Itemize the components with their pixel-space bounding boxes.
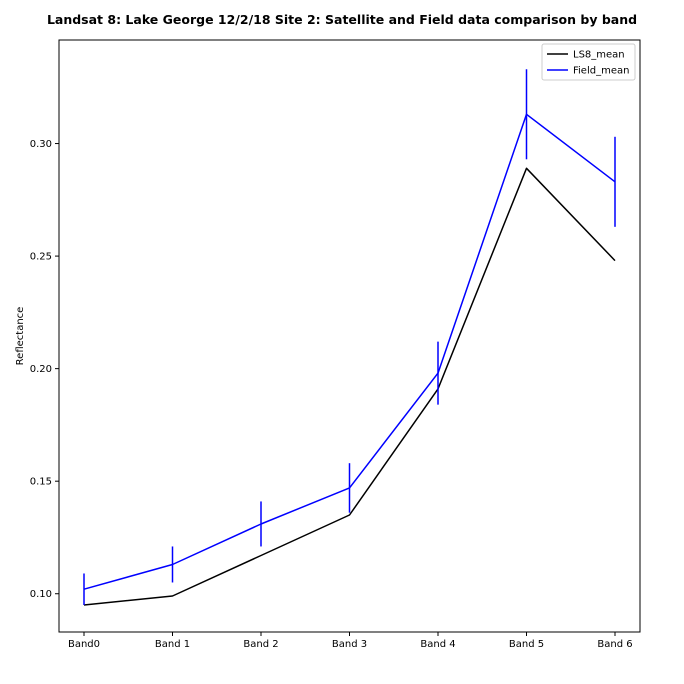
plot-area — [83, 69, 616, 606]
y-axis-label: Reflectance — [15, 307, 26, 366]
x-tick-label: Band 6 — [597, 639, 632, 650]
x-tick-label: Band 1 — [155, 639, 190, 650]
series-line-ls8-mean — [83, 167, 616, 606]
legend-label: LS8_mean — [573, 50, 625, 61]
y-tick-label: 0.15 — [30, 477, 52, 488]
x-tick-label: Band 3 — [332, 639, 367, 650]
legend-label: Field_mean — [573, 66, 629, 77]
x-tick-label: Band0 — [68, 639, 100, 650]
chart-title: Landsat 8: Lake George 12/2/18 Site 2: S… — [47, 12, 637, 27]
x-axis: Band0 Band 1 Band 2 Band 3 Band 4 Band 5 Band … — [68, 632, 633, 650]
y-tick-label: 0.25 — [30, 252, 52, 263]
plot-frame — [58, 39, 641, 633]
y-tick-label: 0.10 — [30, 589, 52, 600]
y-axis: 0.10 0.15 0.20 0.25 0.30 — [30, 139, 59, 600]
y-tick-label: 0.20 — [30, 364, 52, 375]
series-line-field-mean — [83, 113, 616, 590]
x-tick-label: Band 4 — [420, 639, 455, 650]
y-tick-label: 0.30 — [30, 139, 52, 150]
x-tick-label: Band 5 — [509, 639, 544, 650]
legend-box — [541, 43, 636, 81]
legend: LS8_mean Field_mean — [541, 43, 636, 81]
x-tick-label: Band 2 — [243, 639, 278, 650]
